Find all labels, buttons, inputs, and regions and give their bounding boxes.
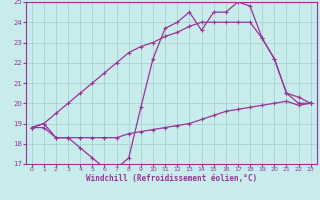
X-axis label: Windchill (Refroidissement éolien,°C): Windchill (Refroidissement éolien,°C)	[86, 174, 257, 183]
